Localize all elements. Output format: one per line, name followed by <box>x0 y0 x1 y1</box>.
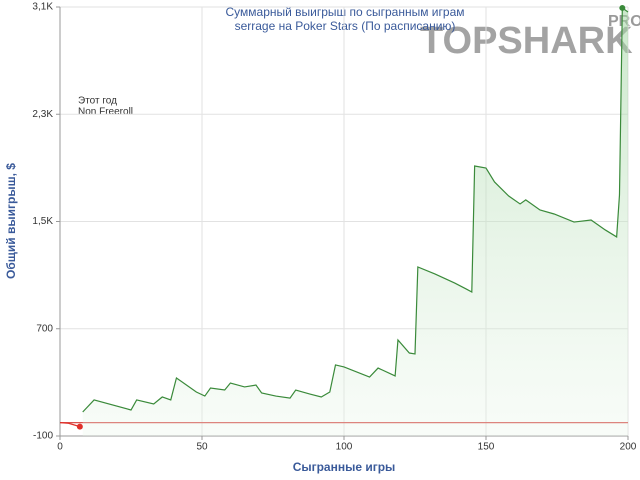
y-tick-label: 3,1K <box>32 2 53 13</box>
x-tick-label: 0 <box>57 442 63 453</box>
logo: TOPSHARK <box>420 20 633 62</box>
x-tick-label: 50 <box>196 442 208 453</box>
line <box>82 6 629 413</box>
area <box>82 7 629 436</box>
annotation: Этот год <box>78 96 117 107</box>
line <box>59 421 81 428</box>
x-tick-label: 200 <box>620 442 637 453</box>
x-tick-label: 100 <box>336 442 353 453</box>
point-marker <box>619 4 626 11</box>
chart-subtitle: serrage на Poker Stars (По расписанию) <box>235 19 456 33</box>
y-axis-title: Общий выигрыш, $ <box>4 163 18 279</box>
annotation: Non Freeroll <box>78 107 133 118</box>
y-tick-label: 2,3K <box>32 109 53 120</box>
y-tick-label: 700 <box>36 323 53 334</box>
x-tick-label: 150 <box>478 442 495 453</box>
chart-title: Суммарный выигрыш по сыгранным играм <box>225 5 464 19</box>
y-tick-label: -100 <box>33 431 53 442</box>
y-tick-label: 1,5K <box>32 216 53 227</box>
x-axis-title: Сыгранные игры <box>293 460 396 474</box>
point-marker <box>76 423 83 430</box>
